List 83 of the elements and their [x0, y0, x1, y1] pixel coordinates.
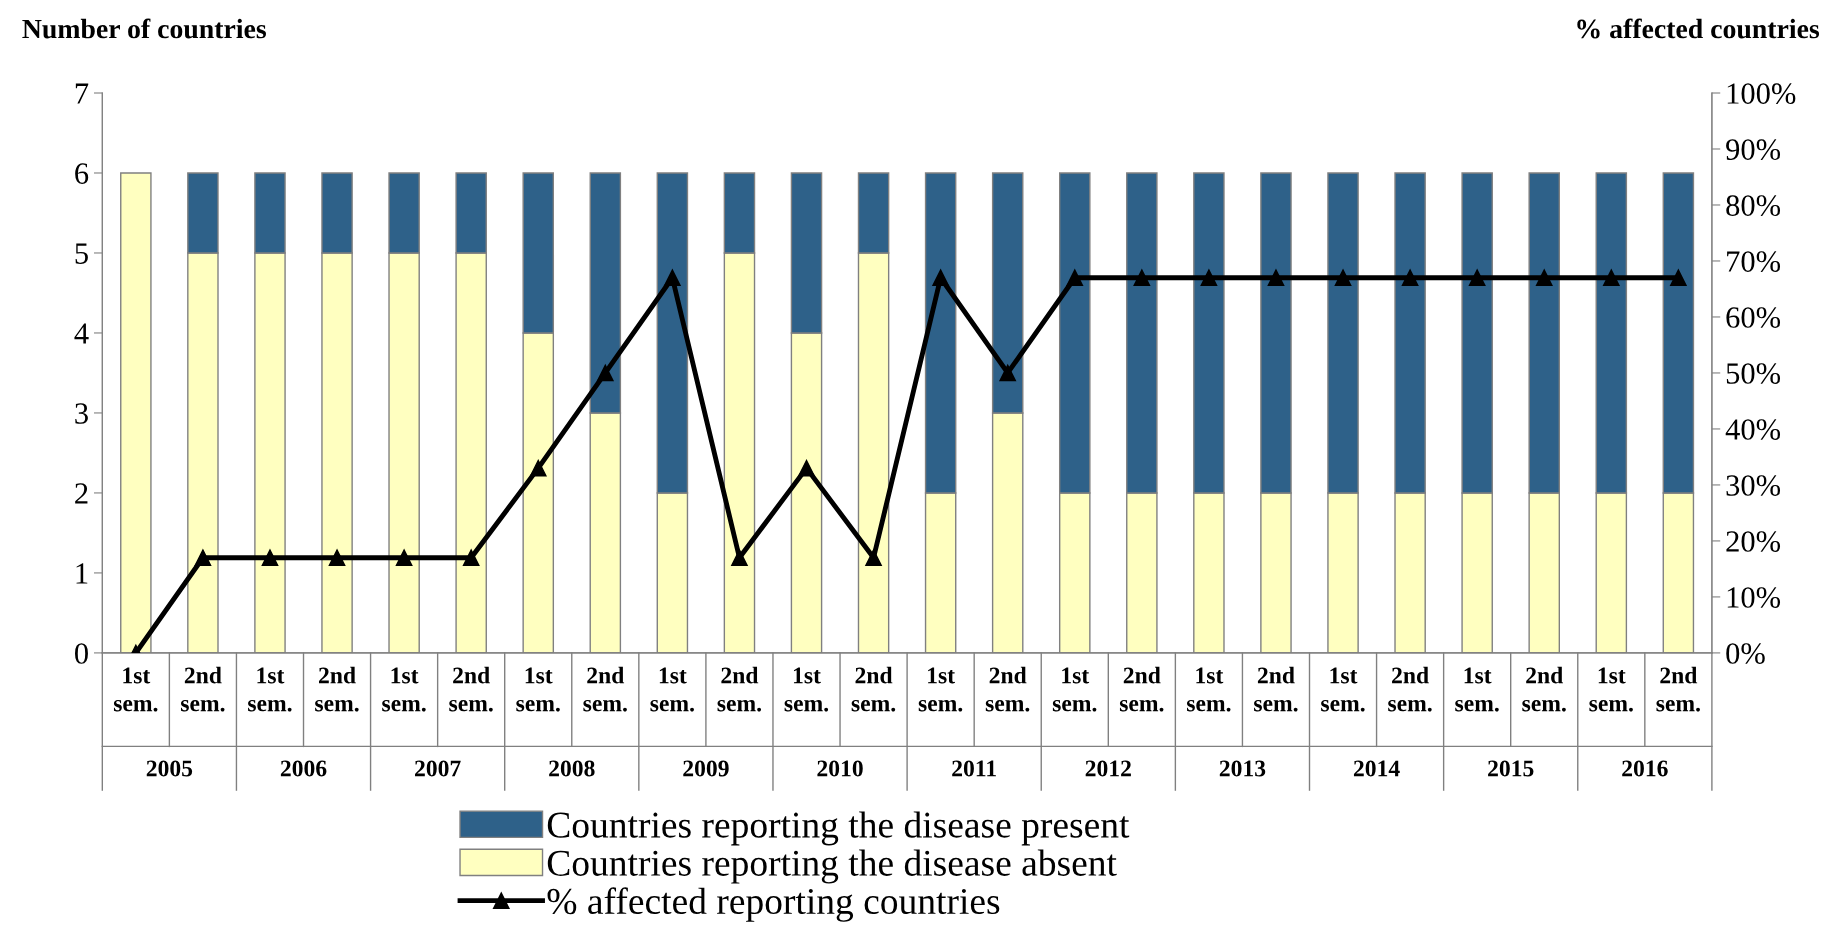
x-tick-label: 1st sem.	[1052, 667, 1097, 712]
text: 2005	[146, 760, 193, 777]
point	[798, 459, 815, 477]
text: 2014	[1353, 760, 1400, 777]
y2-tick-label: 10%	[1727, 587, 1781, 608]
x-tick-label: 2nd sem.	[985, 666, 1030, 712]
x-tick-label: 1st sem.	[1321, 667, 1365, 712]
x-tick-label: 1st sem.	[516, 667, 560, 712]
text: 2009	[683, 760, 729, 777]
y2-tick-label: 90%	[1726, 139, 1781, 160]
point	[261, 549, 279, 567]
point	[395, 549, 413, 567]
point	[932, 269, 949, 287]
text: 2011	[952, 760, 996, 777]
text: 2007	[415, 760, 461, 777]
point	[865, 549, 882, 567]
y2-tick-label: 40%	[1725, 419, 1781, 440]
y2-tick-label: 50%	[1726, 363, 1781, 384]
point	[328, 549, 346, 567]
text: 2010	[817, 760, 863, 777]
x-tick-label: 2nd sem.	[1388, 666, 1432, 712]
y-axis-title: Number of countries	[22, 18, 266, 39]
y-tick-label: 2	[75, 483, 88, 504]
point	[462, 549, 480, 567]
point	[596, 364, 614, 382]
legend-label: % affected reporting countries	[547, 887, 1000, 922]
x-tick-label: 2nd sem.	[315, 666, 359, 712]
y2-tick-label: 0%	[1726, 643, 1765, 664]
point	[1535, 269, 1553, 287]
y-tick-label: 5	[75, 243, 88, 264]
x-tick-label: 1st sem.	[918, 667, 963, 712]
y2-tick-label: 60%	[1726, 307, 1781, 328]
y2-tick-label: 70%	[1727, 251, 1781, 272]
y2-tick-label: 100%	[1727, 83, 1796, 104]
x-tick-label: 1st sem.	[1589, 667, 1633, 712]
text: 2013	[1219, 760, 1266, 777]
y-tick-label: 3	[75, 403, 88, 424]
text: 2012	[1085, 760, 1131, 777]
point	[194, 549, 212, 567]
x-tick-label: 1st sem.	[248, 667, 292, 712]
x-tick-label: 1st sem.	[784, 667, 829, 712]
x-tick-label: 1st sem.	[650, 667, 694, 712]
x-tick-label: 2nd sem.	[717, 666, 762, 712]
point	[1401, 269, 1419, 287]
x-tick-label: 1st sem.	[1187, 667, 1231, 712]
x-tick-label: 2nd sem.	[1254, 666, 1298, 712]
y-tick-label: 6	[75, 163, 89, 184]
text: 2015	[1488, 760, 1534, 777]
point	[529, 459, 547, 477]
legend-label: Countries reporting the disease absent	[547, 849, 1117, 884]
y-tick-label: 7	[75, 83, 89, 104]
y2-tick-label: 80%	[1726, 195, 1781, 216]
point	[999, 364, 1017, 382]
point	[1602, 269, 1620, 287]
x-tick-label: 2nd sem.	[181, 666, 225, 712]
x-tick-label: 2nd sem.	[583, 666, 627, 712]
text: 2006	[280, 760, 327, 777]
point	[1468, 269, 1486, 287]
y-tick-label: 1	[76, 563, 88, 584]
y2-tick-label: 20%	[1726, 531, 1781, 552]
point	[1066, 269, 1084, 287]
text: 2008	[549, 760, 595, 777]
point	[1267, 269, 1285, 287]
y-tick-label: 0	[75, 643, 88, 664]
x-tick-label: 2nd sem.	[851, 666, 896, 712]
y-tick-label: 4	[74, 323, 89, 344]
x-tick-label: 2nd sem.	[449, 666, 493, 712]
point	[664, 269, 681, 287]
x-tick-label: 1st sem.	[113, 667, 158, 712]
y2-axis-title: % affected countries	[1577, 18, 1820, 39]
point	[1133, 269, 1151, 287]
point	[1334, 269, 1352, 287]
text: 2016	[1622, 760, 1668, 777]
x-tick-label: 2nd sem.	[1522, 666, 1566, 712]
legend-label: Countries reporting the disease present	[547, 811, 1130, 846]
x-tick-label: 1st sem.	[382, 667, 426, 712]
point	[1200, 269, 1218, 287]
point	[731, 549, 748, 567]
y2-tick-label: 30%	[1726, 475, 1781, 496]
x-tick-label: 2nd sem.	[1656, 666, 1700, 712]
x-tick-label: 2nd sem.	[1119, 666, 1164, 712]
x-tick-label: 1st sem.	[1455, 667, 1499, 712]
point	[1670, 269, 1687, 287]
